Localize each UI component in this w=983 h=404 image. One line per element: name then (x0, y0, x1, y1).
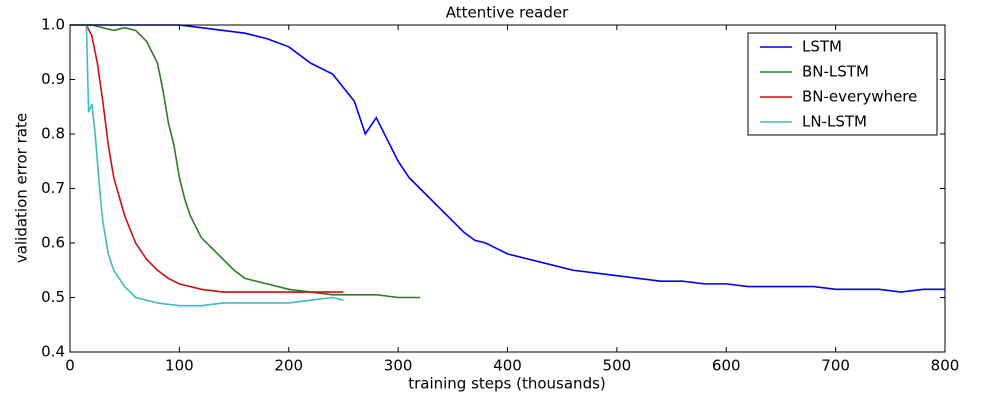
y-tick-label: 0.4 (41, 343, 65, 361)
chart-title: Attentive reader (446, 4, 569, 22)
y-axis-label: validation error rate (13, 113, 31, 263)
x-tick-label: 200 (274, 357, 303, 375)
x-tick-label: 300 (384, 357, 413, 375)
legend-label: LN-LSTM (802, 113, 867, 131)
y-tick-label: 0.5 (41, 288, 65, 306)
legend-label: BN-everywhere (802, 88, 917, 106)
x-tick-label: 500 (603, 357, 632, 375)
series-line (70, 24, 344, 307)
x-tick-label: 400 (493, 357, 522, 375)
series-line (70, 24, 945, 293)
legend-label: LSTM (802, 38, 842, 56)
legend-box (747, 32, 938, 136)
x-tick-label: 0 (65, 357, 75, 375)
x-tick-label: 100 (165, 357, 194, 375)
y-tick-label: 0.9 (41, 70, 65, 88)
series-line (70, 24, 344, 293)
x-axis-label: training steps (thousands) (408, 375, 606, 393)
x-tick-label: 700 (821, 357, 850, 375)
x-tick-label: 600 (712, 357, 741, 375)
legend-label: BN-LSTM (802, 63, 869, 81)
y-tick-label: 0.8 (41, 125, 65, 143)
y-tick-label: 0.7 (41, 179, 65, 197)
x-tick-label: 800 (931, 357, 960, 375)
series-line (70, 24, 420, 299)
y-tick-label: 0.6 (41, 234, 65, 252)
y-tick-label: 1.0 (41, 16, 65, 34)
